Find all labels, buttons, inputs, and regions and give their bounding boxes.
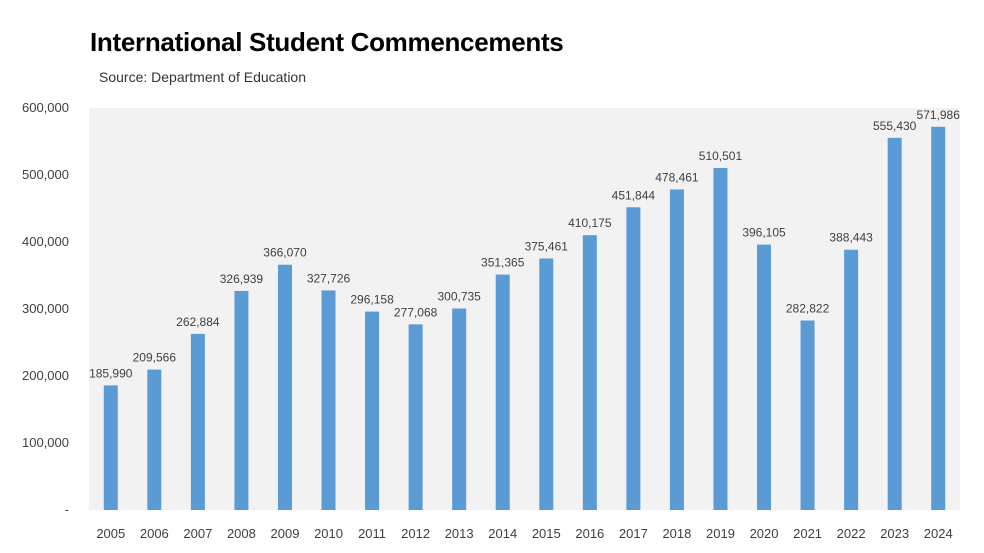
bar bbox=[365, 311, 380, 510]
data-label: 296,158 bbox=[350, 293, 394, 307]
chart-title: International Student Commencements bbox=[90, 27, 564, 57]
bar bbox=[669, 189, 684, 510]
y-tick-label: 300,000 bbox=[22, 301, 69, 316]
data-label: 277,068 bbox=[394, 305, 438, 319]
plot-area bbox=[89, 108, 960, 510]
x-tick-label: 2009 bbox=[271, 526, 300, 541]
y-tick-label: - bbox=[65, 502, 69, 517]
data-label: 366,070 bbox=[263, 246, 307, 260]
data-label: 478,461 bbox=[655, 170, 699, 184]
bar-series bbox=[103, 126, 946, 511]
bar bbox=[800, 320, 815, 510]
bar bbox=[408, 324, 423, 510]
bar bbox=[147, 369, 162, 510]
data-label: 410,175 bbox=[568, 216, 612, 230]
bar bbox=[539, 258, 554, 510]
data-label: 326,939 bbox=[220, 272, 264, 286]
y-tick-label: 600,000 bbox=[22, 100, 69, 115]
x-tick-label: 2018 bbox=[662, 526, 691, 541]
bar bbox=[626, 207, 641, 510]
data-label: 327,726 bbox=[307, 271, 351, 285]
x-tick-label: 2008 bbox=[227, 526, 256, 541]
x-axis: 2005 2006 2007 2008 2009 2010 2011 2012 2013 2014… bbox=[96, 526, 952, 541]
data-label: 351,365 bbox=[481, 256, 525, 270]
bar bbox=[931, 126, 946, 510]
chart-subtitle: Source: Department of Education bbox=[99, 69, 307, 85]
x-tick-label: 2011 bbox=[358, 526, 386, 541]
bar bbox=[713, 167, 728, 510]
x-tick-label: 2020 bbox=[750, 526, 779, 541]
data-label: 571,986 bbox=[917, 108, 961, 122]
data-label: 396,105 bbox=[742, 226, 786, 240]
x-tick-label: 2019 bbox=[706, 526, 735, 541]
x-tick-label: 2006 bbox=[140, 526, 169, 541]
x-tick-label: 2021 bbox=[793, 526, 822, 541]
y-tick-label: 200,000 bbox=[22, 368, 69, 383]
bar bbox=[495, 274, 510, 510]
data-label: 375,461 bbox=[525, 239, 569, 253]
bar bbox=[277, 264, 292, 510]
bar bbox=[103, 385, 118, 510]
x-tick-label: 2023 bbox=[880, 526, 909, 541]
data-label: 209,566 bbox=[133, 351, 177, 365]
data-label: 388,443 bbox=[829, 231, 873, 245]
data-label: 300,735 bbox=[437, 290, 481, 304]
x-tick-label: 2010 bbox=[314, 526, 343, 541]
y-tick-label: 100,000 bbox=[22, 435, 69, 450]
y-tick-label: 500,000 bbox=[22, 167, 69, 182]
x-tick-label: 2014 bbox=[488, 526, 517, 541]
data-label: 282,822 bbox=[786, 302, 830, 316]
bar bbox=[234, 290, 249, 510]
x-tick-label: 2013 bbox=[445, 526, 474, 541]
x-tick-label: 2022 bbox=[837, 526, 866, 541]
data-label: 185,990 bbox=[89, 366, 133, 380]
bar bbox=[452, 308, 467, 510]
y-axis: - 100,000 200,000 300,000 400,000 500,000 600,… bbox=[22, 100, 69, 517]
data-label: 451,844 bbox=[612, 188, 656, 202]
bar bbox=[190, 333, 205, 510]
y-tick-label: 400,000 bbox=[22, 234, 69, 249]
data-label: 510,501 bbox=[699, 149, 743, 163]
x-tick-label: 2024 bbox=[924, 526, 953, 541]
x-tick-label: 2017 bbox=[619, 526, 648, 541]
x-tick-label: 2012 bbox=[401, 526, 430, 541]
bar bbox=[582, 235, 597, 511]
data-label: 555,430 bbox=[873, 119, 917, 133]
x-tick-label: 2015 bbox=[532, 526, 561, 541]
x-tick-label: 2005 bbox=[96, 526, 125, 541]
x-tick-label: 2016 bbox=[575, 526, 604, 541]
bar bbox=[757, 244, 772, 510]
bar bbox=[887, 137, 902, 511]
x-tick-label: 2007 bbox=[183, 526, 212, 541]
bar bbox=[321, 290, 336, 510]
bar bbox=[844, 249, 859, 510]
data-label: 262,884 bbox=[176, 315, 220, 329]
